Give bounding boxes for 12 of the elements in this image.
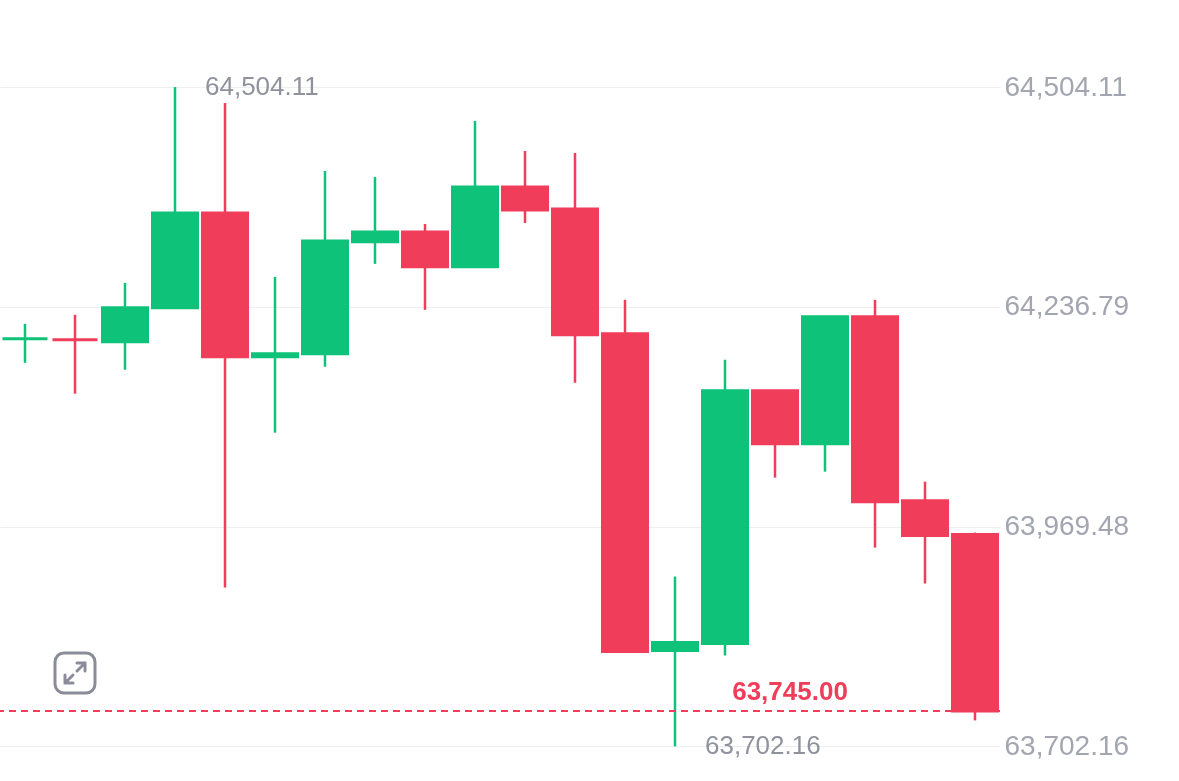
candlestick: [351, 175, 399, 266]
y-tick-label: 63,969.48: [1004, 510, 1130, 542]
candlestick: [251, 275, 299, 434]
candlestick: [51, 313, 99, 395]
annotation: 63,702.16: [705, 730, 821, 761]
candlestick: [1, 322, 49, 365]
y-tick-label: 63,702.16: [1004, 729, 1130, 761]
annotation: 64,504.11: [205, 71, 319, 102]
ref-line-label: 63,745.00: [732, 676, 848, 707]
y-tick-label: 64,236.79: [1004, 290, 1130, 322]
candlestick: [651, 575, 699, 748]
y-tick-label: 64,504.11: [1004, 70, 1127, 102]
